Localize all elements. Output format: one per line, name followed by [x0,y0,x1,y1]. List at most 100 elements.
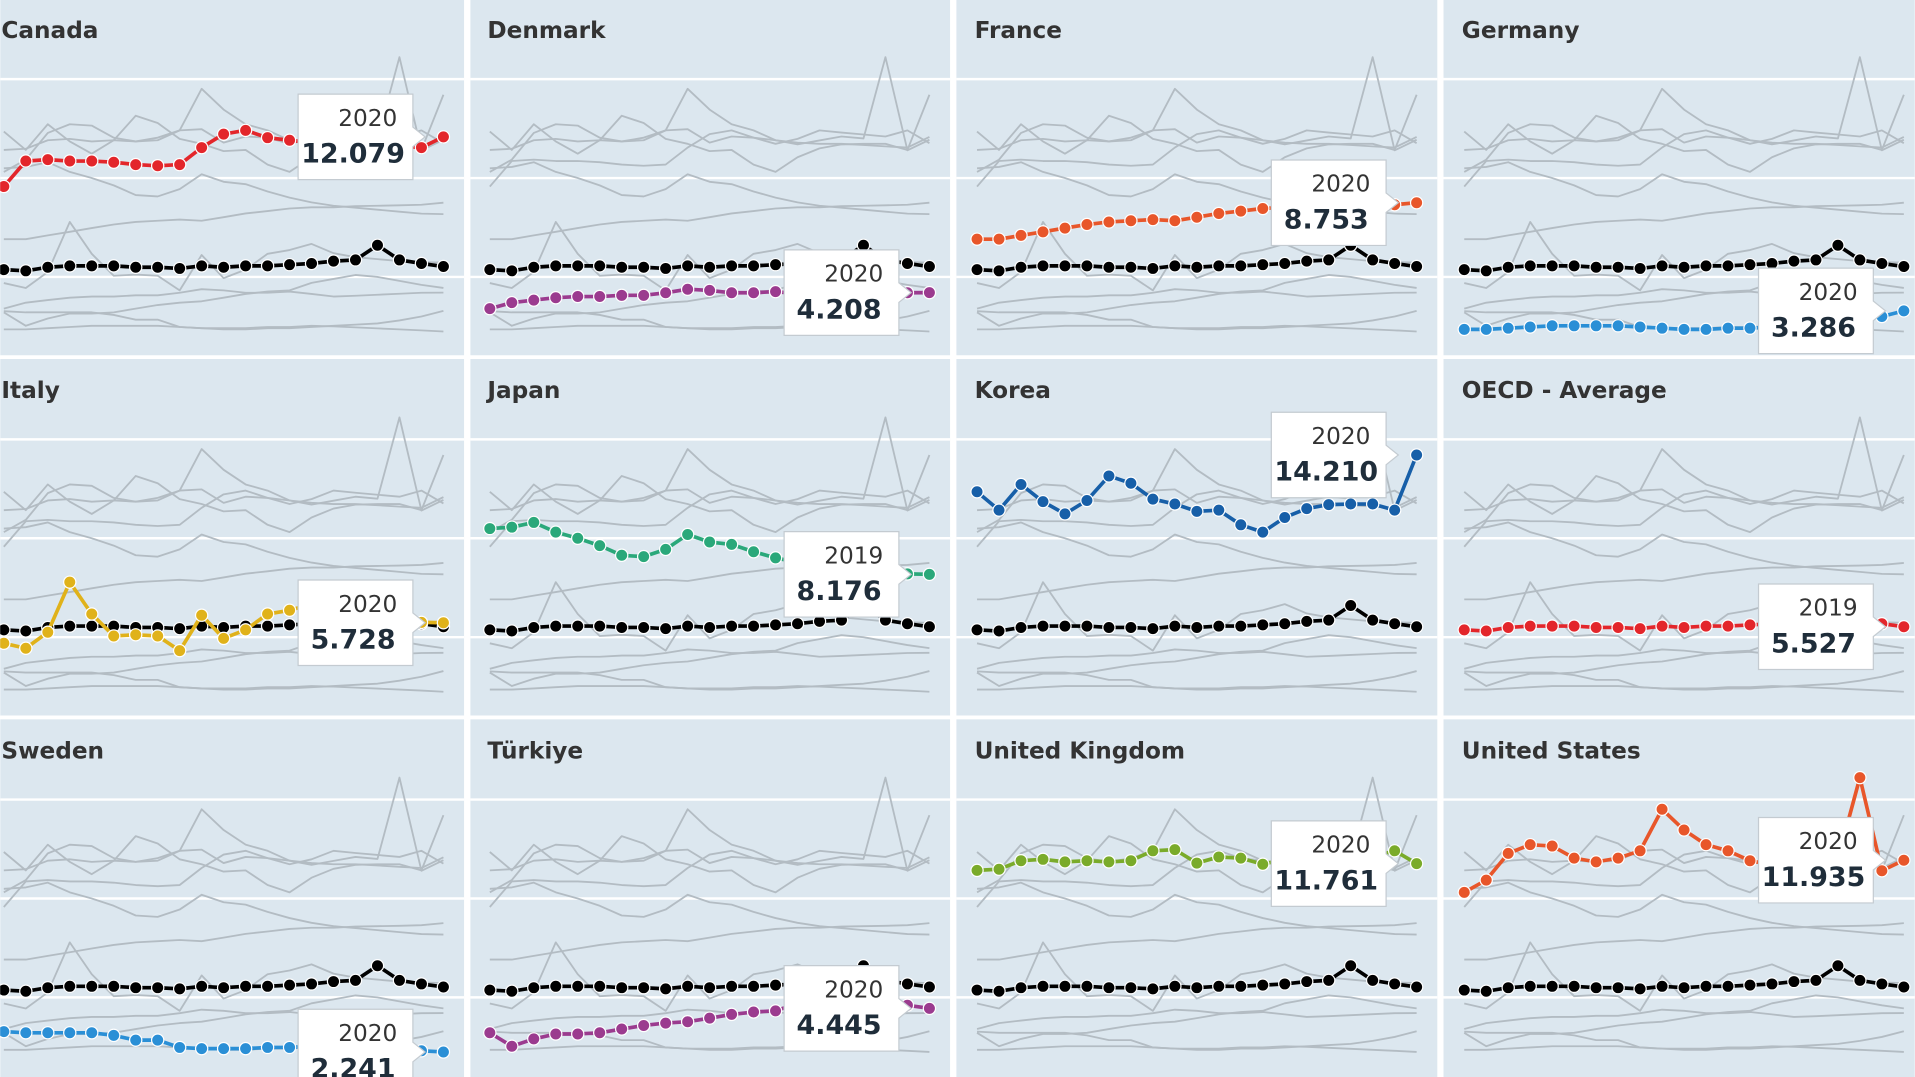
data-point [636,260,651,274]
data-point [1102,855,1116,869]
panel-title: OECD - Average [1462,377,1667,404]
tooltip-value: 11.761 [1274,865,1378,896]
background-line [1464,670,1905,691]
data-point [1633,621,1647,636]
background-line [489,581,930,652]
data-point [85,1026,99,1040]
panel: Japan 2019 8.176 [470,359,951,716]
data-point [1212,503,1226,517]
data-point [527,260,541,274]
tooltip-box [783,965,913,1052]
background-line [977,562,1417,601]
data-point [1256,525,1270,539]
data-point [1234,518,1248,532]
data-point [922,285,937,300]
data-point [1190,260,1204,274]
data-point [1611,851,1625,865]
tooltip-year: 2020 [1799,279,1858,306]
data-point [1124,476,1138,490]
data-point [150,1033,165,1047]
data-point [1633,982,1647,996]
data-point [549,1027,563,1041]
data-point [260,1040,275,1055]
data-point [304,256,319,271]
data-point [1080,853,1094,868]
data-point [1611,620,1625,635]
background-line [976,994,1417,1048]
data-point [1501,846,1515,861]
data-point [970,485,984,499]
data-point [172,643,187,658]
background-line [489,56,930,173]
data-point [1409,620,1424,634]
data-point [216,631,231,646]
data-point [1321,973,1336,988]
data-point [1743,978,1757,992]
data-point [1058,855,1072,869]
data-point [1633,844,1647,858]
data-point [724,979,739,994]
background-line [3,922,444,961]
data-point [1387,256,1402,271]
data-point [922,980,937,994]
background-line [3,221,444,292]
background-line [1464,128,1905,151]
data-point [1853,770,1867,785]
background-line [489,161,930,216]
background-line [3,416,444,533]
data-point [150,159,165,173]
data-point [1523,979,1537,994]
data-point [1897,620,1911,634]
background-line [3,201,444,241]
data-point [260,130,275,145]
data-point [348,973,363,988]
data-point [1146,212,1160,227]
data-point [128,980,143,995]
data-point [1699,259,1713,273]
data-point [1014,853,1028,868]
background-line [1464,1008,1904,1030]
data-point [107,979,121,994]
data-point [1387,616,1402,631]
data-point [1479,264,1493,278]
data-point [238,123,253,138]
data-point [1897,853,1911,867]
background-line [1463,94,1905,173]
tooltip-box [1757,816,1887,904]
data-point [1721,844,1735,858]
tooltip-year: 2020 [1799,828,1858,855]
background-line [1463,454,1905,534]
data-point [1256,201,1270,216]
background-line [3,670,444,691]
panel: Sweden 2020 2.241 [0,719,465,1077]
data-point [1190,856,1204,870]
data-point [107,1028,121,1043]
data-point [900,977,915,991]
data-point [571,259,585,273]
data-point [1457,322,1471,337]
background-line [1464,201,1904,241]
data-point [1677,322,1691,337]
background-line [976,581,1417,652]
data-point [238,1041,253,1056]
data-point [392,973,407,988]
tooltip-value: 4.208 [797,294,882,325]
tooltip: 2020 11.761 [1270,820,1400,907]
data-point [680,979,695,994]
panel-title: Japan [485,377,560,404]
data-point [970,623,984,637]
data-point [593,979,607,994]
data-point [19,984,33,998]
data-point [527,293,541,307]
data-point [571,289,585,304]
data-point [1168,497,1182,511]
data-point [1365,613,1380,627]
data-point [900,616,915,631]
data-point [1633,320,1647,334]
data-point [1501,321,1515,335]
data-point [1080,217,1094,232]
background-line [3,670,444,693]
data-point [680,1015,695,1029]
background-line [489,201,930,241]
data-point [549,525,563,539]
